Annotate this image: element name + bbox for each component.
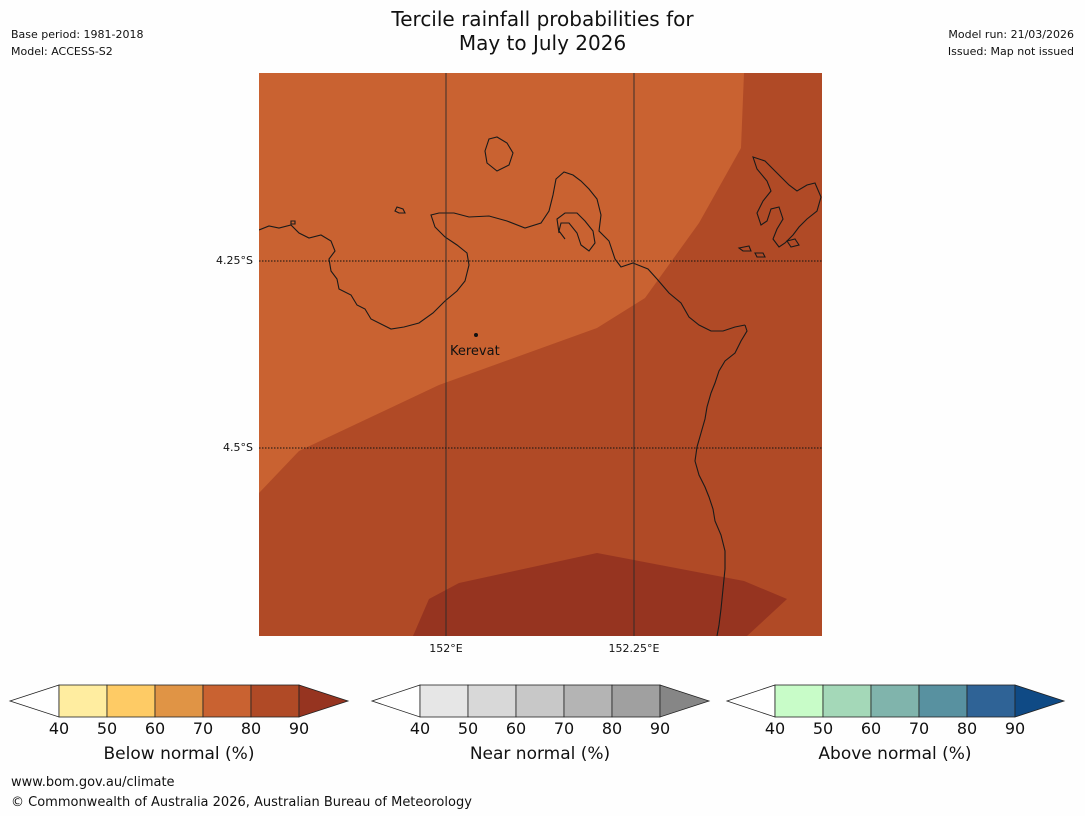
legend-near-label: Near normal (%) — [469, 744, 611, 764]
above-tick: 70 — [908, 719, 930, 738]
near-tick: 50 — [457, 719, 479, 738]
legend-colorbars — [8, 684, 1066, 718]
coast-islet-1 — [484, 136, 514, 172]
below-tick: 90 — [288, 719, 310, 738]
near-swatch-70-80 — [563, 684, 613, 718]
title-line-2: May to July 2026 — [458, 31, 627, 55]
near-tick: 80 — [601, 719, 623, 738]
coast-inner-bay — [556, 212, 596, 252]
lon-label-152: 152°E — [429, 642, 463, 655]
coast-east-shore — [694, 324, 748, 636]
legend-above-label: Above normal (%) — [818, 744, 972, 764]
below-swatch-70-80 — [202, 684, 252, 718]
model-text: Model: ACCESS-S2 — [11, 45, 113, 58]
coast-north-peninsula — [259, 171, 746, 332]
below-swatch-50-60 — [106, 684, 156, 718]
lat-label-4-25: 4.25°S — [216, 254, 253, 267]
coast-islet-3 — [290, 220, 296, 225]
gridlines — [259, 73, 822, 636]
coast-islet-2 — [394, 206, 406, 214]
near-tick: 70 — [553, 719, 575, 738]
metadata-left: Base period: 1981-2018 Model: ACCESS-S2 — [11, 26, 143, 60]
coast-ne-islet-b — [754, 252, 766, 258]
below-swatch-60-70 — [154, 684, 204, 718]
above-swatch-under — [725, 684, 776, 718]
near-tick: 90 — [649, 719, 671, 738]
near-swatch-40-50 — [419, 684, 469, 718]
legend-above-normal — [725, 684, 1066, 718]
above-tick: 80 — [956, 719, 978, 738]
near-swatch-over — [659, 684, 711, 718]
legend-near-normal — [370, 684, 711, 718]
near-tick: 60 — [505, 719, 527, 738]
above-swatch-40-50 — [774, 684, 824, 718]
above-tick: 40 — [764, 719, 786, 738]
below-tick: 60 — [144, 719, 166, 738]
below-tick: 70 — [192, 719, 214, 738]
near-swatch-60-70 — [515, 684, 565, 718]
copyright-text: © Commonwealth of Australia 2026, Austra… — [11, 795, 472, 810]
lat-label-4-5: 4.5°S — [223, 441, 253, 454]
above-swatch-over — [1014, 684, 1066, 718]
below-swatch-80-90 — [250, 684, 300, 718]
lon-label-152-25: 152.25°E — [608, 642, 660, 655]
website-link[interactable]: www.bom.gov.au/climate — [11, 775, 175, 790]
above-swatch-60-70 — [870, 684, 920, 718]
below-swatch-40-50 — [58, 684, 108, 718]
coast-ne-islet-c — [786, 238, 800, 248]
near-swatch-50-60 — [467, 684, 517, 718]
kerevat-marker — [474, 333, 478, 337]
zone-80-90 — [259, 73, 822, 636]
near-swatch-under — [370, 684, 421, 718]
near-swatch-80-90 — [611, 684, 661, 718]
legend-below-label: Below normal (%) — [103, 744, 255, 764]
above-swatch-80-90 — [966, 684, 1016, 718]
above-tick: 90 — [1004, 719, 1026, 738]
coast-ne-islands — [752, 156, 822, 248]
base-period-text: Base period: 1981-2018 — [11, 28, 144, 41]
title-line-1: Tercile rainfall probabilities for — [391, 7, 694, 31]
metadata-right: Model run: 21/03/2026 Issued: Map not is… — [948, 26, 1074, 60]
below-tick: 50 — [96, 719, 118, 738]
above-swatch-50-60 — [822, 684, 872, 718]
page-title: Tercile rainfall probabilities for May t… — [0, 7, 1085, 55]
model-run-text: Model run: 21/03/2026 — [948, 28, 1074, 41]
legend-below-normal — [8, 684, 350, 718]
zone-90-plus — [413, 553, 787, 636]
above-swatch-70-80 — [918, 684, 968, 718]
near-tick: 40 — [409, 719, 431, 738]
below-swatch-under — [8, 684, 60, 718]
coast-ne-islet-a — [737, 245, 752, 252]
above-tick: 50 — [812, 719, 834, 738]
issued-text: Issued: Map not issued — [947, 45, 1074, 58]
below-tick: 40 — [48, 719, 70, 738]
kerevat-label: Kerevat — [450, 344, 500, 359]
above-tick: 60 — [860, 719, 882, 738]
coastline — [259, 136, 822, 636]
below-tick: 80 — [240, 719, 262, 738]
below-swatch-over — [298, 684, 350, 718]
probability-map: Kerevat — [259, 73, 822, 636]
